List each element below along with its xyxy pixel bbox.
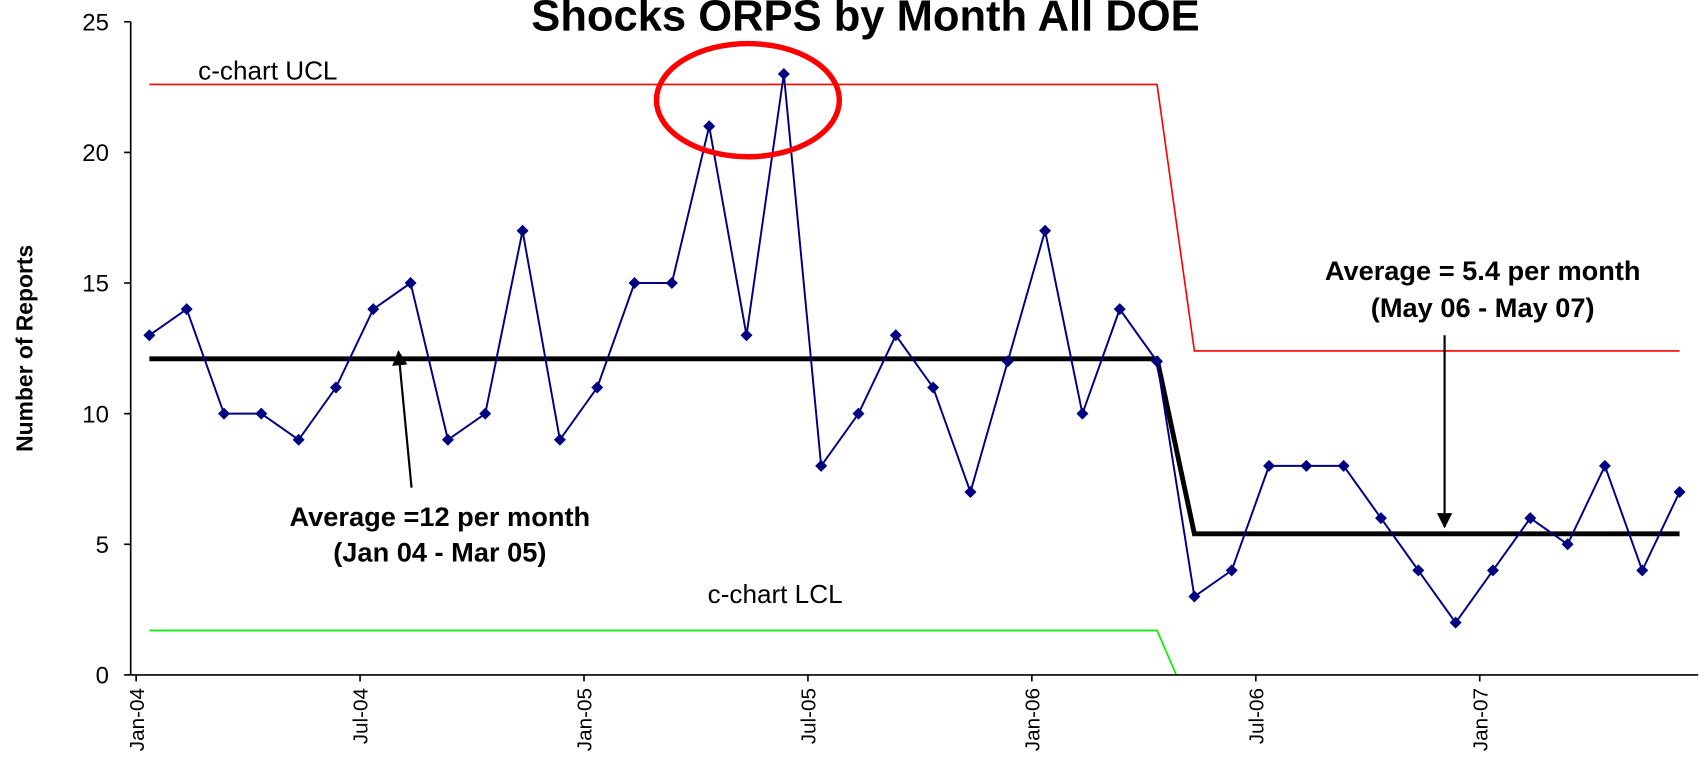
data-point	[1113, 303, 1126, 316]
data-point	[1076, 407, 1089, 420]
data-point	[1225, 564, 1238, 577]
chart-title: Shocks ORPS by Month All DOE	[531, 0, 1199, 40]
data-point	[1561, 538, 1574, 551]
data-point	[964, 486, 977, 499]
arrow	[392, 350, 413, 488]
data-point	[1636, 564, 1649, 577]
data-point	[628, 277, 641, 290]
data-point	[441, 433, 454, 446]
data-point	[479, 407, 492, 420]
highlight-circle	[653, 40, 843, 160]
data-point	[1188, 590, 1201, 603]
x-tick-label: Jan-06	[1021, 688, 1044, 751]
data-point	[516, 224, 529, 237]
data-point	[1598, 459, 1611, 472]
data-point	[1449, 616, 1462, 629]
lcl-label: c-chart LCL	[708, 579, 843, 609]
data-point	[1375, 512, 1387, 525]
y-tick-label: 10	[82, 401, 109, 428]
data-point	[889, 329, 902, 342]
data-point	[404, 277, 417, 290]
data-point	[553, 433, 566, 446]
plot-area	[143, 68, 1686, 675]
data-point	[777, 68, 790, 81]
annotation: (Jan 04 - Mar 05)	[333, 537, 546, 568]
data-point	[703, 120, 716, 133]
data-point	[143, 329, 156, 342]
y-axis-label: Number of Reports	[12, 245, 38, 452]
y-tick-label: 20	[82, 140, 109, 167]
data-point	[1486, 564, 1499, 577]
data-point	[255, 407, 268, 420]
x-tick-label: Jul-05	[798, 688, 821, 744]
data-point	[665, 277, 678, 290]
data-point	[1300, 459, 1313, 472]
data-point	[1001, 355, 1014, 368]
x-tick-label: Jan-07	[1469, 688, 1492, 751]
data-point	[1673, 486, 1686, 499]
y-tick-label: 5	[96, 532, 109, 559]
series-line	[149, 629, 1178, 675]
x-tick-label: Jan-05	[574, 688, 597, 751]
annotation: Average = 5.4 per month	[1325, 255, 1641, 286]
data-point	[1412, 564, 1425, 577]
y-tick-label: 15	[82, 271, 109, 298]
data-point	[852, 407, 865, 420]
x-tick-label: Jan-04	[126, 688, 149, 751]
data-point	[1524, 512, 1537, 525]
annotation: Average =12 per month	[290, 501, 591, 532]
data-point	[180, 303, 193, 316]
x-tick-label: Jul-06	[1245, 688, 1268, 744]
data-point	[1151, 355, 1164, 368]
y-tick-label: 25	[82, 9, 109, 36]
data-point	[740, 329, 753, 342]
data-point	[1263, 459, 1276, 472]
series-line	[149, 83, 1680, 352]
annotation: (May 06 - May 07)	[1371, 292, 1595, 323]
x-tick-label: Jul-04	[350, 688, 373, 744]
data-point	[367, 303, 380, 316]
data-point	[1039, 224, 1052, 237]
ucl-label: c-chart UCL	[198, 55, 337, 85]
y-tick-label: 0	[96, 663, 109, 690]
series-line	[148, 73, 1681, 625]
data-point	[218, 407, 230, 420]
